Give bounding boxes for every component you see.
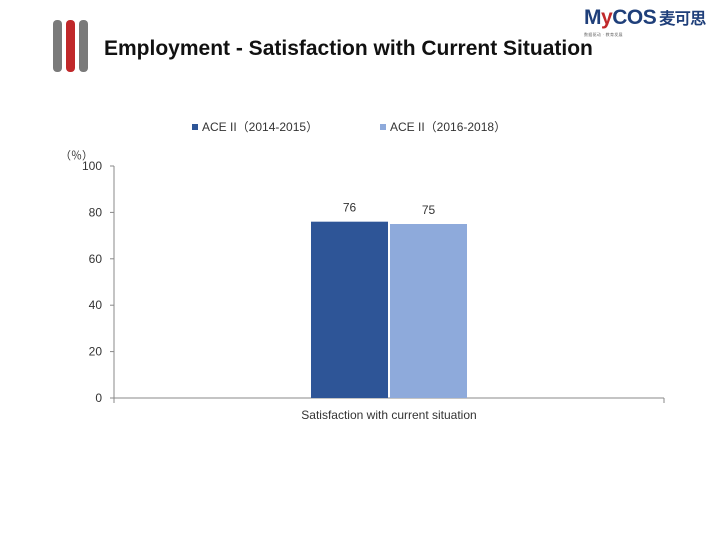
bar-2 [390, 224, 467, 398]
slide-title: Employment - Satisfaction with Current S… [104, 37, 593, 60]
y-tick-label: 80 [89, 205, 103, 219]
logo-wordmark: MyCOS 麦可思 [584, 5, 706, 30]
y-tick-label: 20 [89, 345, 103, 359]
logo-y: y [601, 6, 613, 29]
logo-tagline: 数据驱动 · 教育发展 [584, 32, 623, 37]
y-tick-label: 100 [82, 159, 102, 173]
legend-swatch-1 [192, 124, 198, 130]
bar-data-label: 76 [343, 201, 357, 215]
bar-data-label: 75 [422, 203, 436, 217]
legend-swatch-2 [380, 124, 386, 130]
bar-1 [311, 221, 388, 398]
y-axis-unit: （％） [60, 150, 93, 162]
logo-cos: COS [612, 6, 657, 29]
logo-m: M [584, 6, 602, 29]
mycos-logo: MyCOS 麦可思 数据驱动 · 教育发展 [584, 5, 716, 45]
y-tick-label: 40 [89, 298, 103, 312]
decorative-bar-red [66, 20, 75, 72]
decorative-bar-gray-left [53, 20, 62, 72]
y-tick-label: 0 [95, 391, 102, 405]
y-tick-label: 60 [89, 252, 103, 266]
legend-label-1: ACE II（2014-2015） [202, 120, 318, 134]
decorative-bar-gray-right [79, 20, 88, 72]
x-category-label: Satisfaction with current situation [301, 408, 476, 422]
legend-label-2: ACE II（2016-2018） [390, 120, 506, 134]
logo-chinese: 麦可思 [659, 11, 706, 28]
